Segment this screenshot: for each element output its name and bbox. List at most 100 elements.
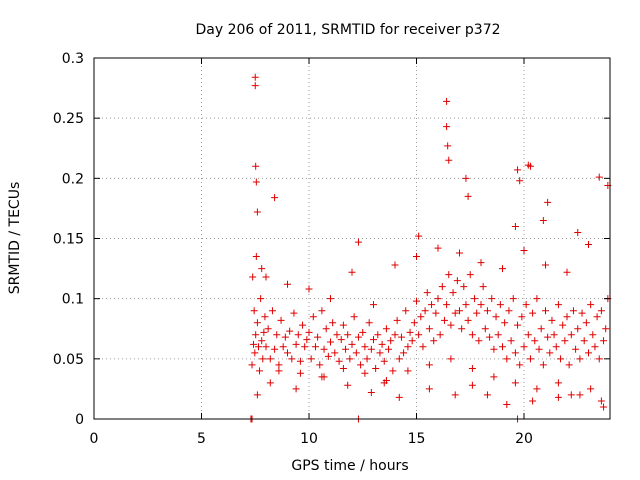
data-point <box>279 343 287 351</box>
data-point <box>415 331 423 339</box>
data-point <box>305 285 313 293</box>
data-point <box>563 313 571 321</box>
data-point <box>350 313 358 321</box>
data-point <box>391 331 399 339</box>
data-point <box>473 309 481 317</box>
data-point <box>402 307 410 315</box>
data-point <box>535 345 543 353</box>
data-point <box>357 361 365 369</box>
data-point <box>526 162 534 170</box>
data-point <box>574 228 582 236</box>
data-point <box>494 331 502 339</box>
data-point <box>554 301 562 309</box>
data-point <box>477 301 485 309</box>
data-point <box>483 307 491 315</box>
data-point <box>486 333 494 341</box>
data-point <box>250 340 258 348</box>
x-tick-label: 5 <box>197 431 206 447</box>
data-point <box>531 337 539 345</box>
data-point <box>311 343 319 351</box>
data-point <box>256 367 264 375</box>
data-point <box>434 244 442 252</box>
data-point <box>468 381 476 389</box>
data-point <box>248 361 256 369</box>
data-point <box>483 391 491 399</box>
data-point <box>576 355 584 363</box>
y-tick-labels: 0 0.05 0.1 0.15 0.2 0.25 0.3 <box>53 51 84 428</box>
data-point <box>456 249 463 257</box>
data-point <box>404 367 412 375</box>
data-point <box>499 343 506 351</box>
x-tick-labels: 0 5 10 15 20 <box>90 431 533 447</box>
data-point <box>266 355 274 363</box>
data-point <box>574 325 582 333</box>
data-point <box>464 316 472 324</box>
data-point <box>516 361 524 369</box>
data-point <box>539 216 547 224</box>
data-point <box>597 397 605 405</box>
data-point <box>569 307 577 315</box>
y-tick-label: 0 <box>75 412 84 428</box>
data-point <box>252 178 260 186</box>
data-point <box>589 331 597 339</box>
data-point <box>252 253 260 261</box>
data-point <box>507 337 515 345</box>
data-point <box>572 345 580 353</box>
data-point <box>481 325 489 333</box>
chart-title: Day 206 of 2011, SRMTID for receiver p37… <box>195 22 500 38</box>
data-point <box>511 222 519 230</box>
data-point <box>387 337 395 345</box>
data-point <box>509 295 517 303</box>
data-point <box>258 337 266 345</box>
data-point <box>444 142 452 150</box>
x-axis-label: GPS time / hours <box>291 458 408 474</box>
data-point <box>339 364 347 372</box>
data-point <box>277 316 285 324</box>
data-point <box>436 331 444 339</box>
data-point <box>546 349 554 357</box>
data-point <box>585 349 592 357</box>
data-point <box>460 283 468 291</box>
data-point <box>266 379 274 387</box>
data-point <box>430 337 438 345</box>
data-point <box>329 319 337 327</box>
data-point <box>505 307 513 315</box>
data-point <box>331 349 339 357</box>
data-point <box>290 309 298 317</box>
data-point <box>443 97 451 105</box>
data-point <box>428 301 436 309</box>
data-point <box>537 325 545 333</box>
data-point <box>271 345 279 353</box>
data-point <box>449 289 457 297</box>
data-point <box>548 316 556 324</box>
data-point <box>275 361 283 369</box>
data-point <box>597 307 605 315</box>
data-point <box>339 321 347 329</box>
data-point <box>524 331 532 339</box>
x-tick-label: 20 <box>515 431 533 447</box>
data-point <box>348 340 356 348</box>
data-point <box>380 357 388 365</box>
data-point <box>595 355 603 363</box>
data-point <box>425 385 433 393</box>
data-point <box>490 345 498 353</box>
data-point <box>434 295 442 303</box>
data-point <box>550 331 558 339</box>
data-point <box>361 369 369 377</box>
data-point <box>488 295 496 303</box>
data-point <box>576 391 584 399</box>
data-point <box>445 156 453 164</box>
data-point <box>466 271 474 279</box>
data-point <box>367 389 375 397</box>
data-point <box>404 343 412 351</box>
data-point <box>288 355 296 363</box>
data-point <box>268 307 276 315</box>
data-point <box>438 283 446 291</box>
data-point <box>503 401 511 409</box>
data-point <box>305 328 313 336</box>
data-point <box>514 166 522 174</box>
data-point <box>563 268 571 276</box>
data-point <box>275 367 283 375</box>
data-point <box>284 349 291 357</box>
data-point <box>440 316 448 324</box>
